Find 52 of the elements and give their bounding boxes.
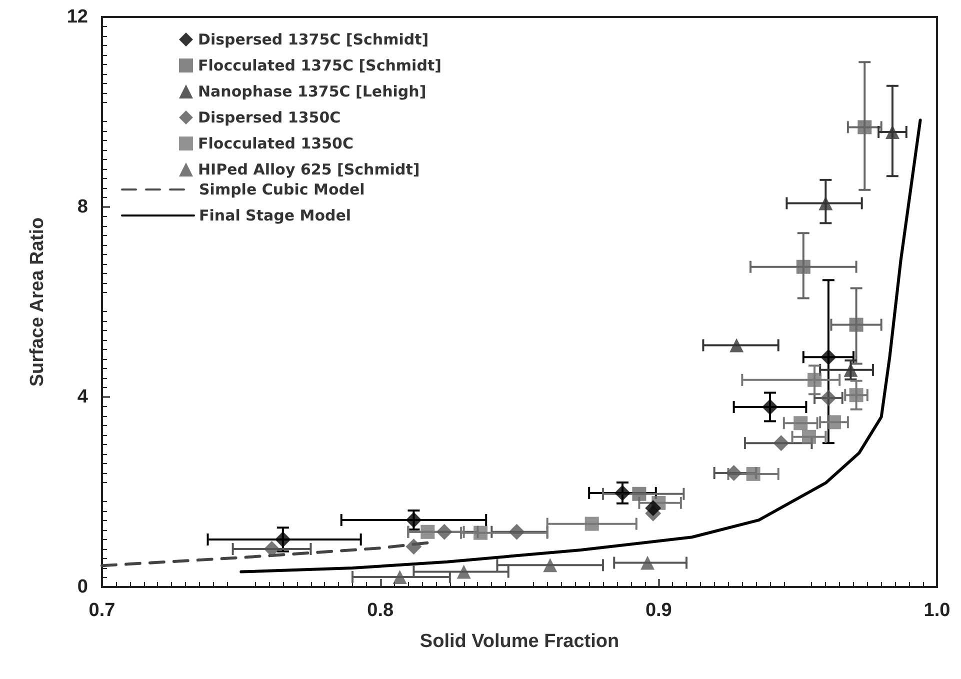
point [773, 435, 790, 452]
point [818, 196, 833, 210]
legend-label: Flocculated 1350C [198, 134, 354, 152]
point [827, 415, 842, 430]
point [820, 349, 836, 366]
point [274, 532, 291, 548]
point [820, 390, 836, 406]
point [645, 500, 662, 516]
x-tick-label: 0.8 [367, 600, 394, 621]
point [406, 538, 422, 555]
point [543, 558, 558, 572]
point [614, 484, 630, 501]
point [264, 541, 280, 557]
point [844, 362, 858, 377]
point [885, 124, 900, 139]
x-tick-label: 0.7 [88, 600, 116, 621]
point [802, 430, 816, 444]
y-tick-label: 8 [77, 196, 88, 218]
point [508, 524, 525, 540]
point [640, 556, 655, 570]
point [858, 120, 872, 134]
point [730, 338, 744, 352]
point [808, 372, 822, 387]
point [849, 388, 864, 402]
point [726, 465, 742, 481]
point [762, 398, 778, 415]
point [746, 466, 760, 481]
legend-label: Dispersed 1350C [198, 108, 341, 126]
legend-label: Nanophase 1375C [Lehigh] [198, 82, 426, 100]
point [436, 524, 452, 540]
y-tick-label: 0 [77, 576, 88, 598]
point [420, 524, 435, 539]
point [392, 570, 407, 584]
point [456, 564, 471, 579]
point [474, 526, 488, 540]
x-tick-label: 0.9 [645, 600, 672, 621]
point [849, 318, 864, 332]
legend-label: Final Stage Model [199, 206, 352, 224]
point [406, 512, 422, 528]
point [794, 416, 808, 430]
x-tick-label: 1.0 [924, 600, 950, 621]
y-axis-title: Surface Area Ratio [27, 217, 48, 387]
point [632, 486, 646, 501]
y-tick-label: 12 [66, 6, 88, 28]
x-axis-title: Solid Volume Fraction [420, 631, 620, 652]
point [796, 260, 810, 274]
y-tick-label: 4 [77, 386, 88, 408]
legend-label: Flocculated 1375C [Schmidt] [198, 56, 442, 74]
legend-label: Dispersed 1375C [Schmidt] [198, 30, 429, 48]
legend-label: Simple Cubic Model [199, 180, 365, 198]
point [584, 516, 599, 531]
legend-label: HIPed Alloy 625 [Schmidt] [198, 160, 420, 178]
